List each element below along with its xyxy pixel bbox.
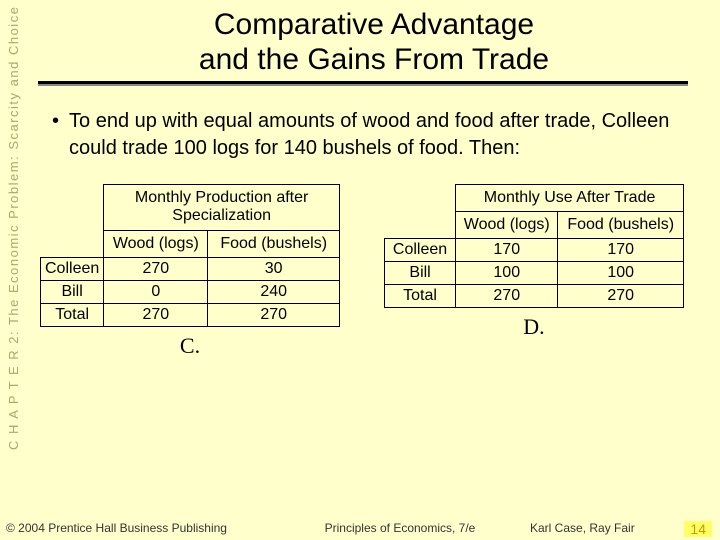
footer-mid: Principles of Economics, 7/e bbox=[280, 521, 520, 535]
table-left-r1-v1: 0 bbox=[104, 280, 208, 303]
title-underline bbox=[38, 81, 688, 84]
blank-cell bbox=[385, 212, 456, 239]
table-left: Monthly Production after Specialization … bbox=[40, 184, 340, 327]
table-left-col1: Wood (logs) bbox=[104, 230, 208, 257]
table-left-r0-v2: 30 bbox=[208, 257, 340, 280]
slide-number: 14 bbox=[684, 521, 712, 537]
table-right-caption: D. bbox=[384, 314, 684, 340]
slide-title: Comparative Advantage and the Gains From… bbox=[28, 0, 720, 77]
table-left-wrap: Monthly Production after Specialization … bbox=[40, 184, 340, 359]
table-row: Total 270 270 bbox=[385, 285, 684, 308]
table-row: Monthly Production after Specialization bbox=[41, 185, 340, 231]
tables-row: Monthly Production after Specialization … bbox=[28, 184, 720, 359]
table-right-r0-v1: 170 bbox=[456, 239, 558, 262]
table-right-wrap: Monthly Use After Trade Wood (logs) Food… bbox=[384, 184, 684, 359]
table-left-r0-v1: 270 bbox=[104, 257, 208, 280]
table-row: Monthly Use After Trade bbox=[385, 185, 684, 212]
table-left-r0-label: Colleen bbox=[41, 257, 104, 280]
chapter-sidebar-text: C H A P T E R 2: The Economic Problem: S… bbox=[6, 6, 21, 450]
slide-body: Comparative Advantage and the Gains From… bbox=[28, 0, 720, 540]
table-left-r2-label: Total bbox=[41, 303, 104, 326]
blank-cell bbox=[41, 230, 104, 257]
bullet-marker-icon: • bbox=[52, 110, 59, 162]
table-row: Wood (logs) Food (bushels) bbox=[385, 212, 684, 239]
table-row: Colleen 270 30 bbox=[41, 257, 340, 280]
table-left-superheader: Monthly Production after Specialization bbox=[104, 185, 340, 231]
table-right-r0-v2: 170 bbox=[558, 239, 684, 262]
table-left-r1-label: Bill bbox=[41, 280, 104, 303]
table-left-r2-v1: 270 bbox=[104, 303, 208, 326]
blank-cell bbox=[41, 185, 104, 231]
table-left-col2: Food (bushels) bbox=[208, 230, 340, 257]
table-right-r1-v1: 100 bbox=[456, 262, 558, 285]
title-line-2: and the Gains From Trade bbox=[199, 43, 549, 76]
table-right-r1-v2: 100 bbox=[558, 262, 684, 285]
blank-cell bbox=[385, 185, 456, 212]
footer: © 2004 Prentice Hall Business Publishing… bbox=[0, 516, 720, 540]
table-right-col1: Wood (logs) bbox=[456, 212, 558, 239]
table-row: Wood (logs) Food (bushels) bbox=[41, 230, 340, 257]
table-right-r1-label: Bill bbox=[385, 262, 456, 285]
table-left-caption: C. bbox=[40, 333, 340, 359]
table-right-r2-v2: 270 bbox=[558, 285, 684, 308]
table-row: Bill 0 240 bbox=[41, 280, 340, 303]
table-row: Total 270 270 bbox=[41, 303, 340, 326]
table-row: Colleen 170 170 bbox=[385, 239, 684, 262]
footer-left: © 2004 Prentice Hall Business Publishing bbox=[0, 521, 280, 535]
table-right-r0-label: Colleen bbox=[385, 239, 456, 262]
table-row: Bill 100 100 bbox=[385, 262, 684, 285]
table-right-r2-label: Total bbox=[385, 285, 456, 308]
table-right-r2-v1: 270 bbox=[456, 285, 558, 308]
title-line-1: Comparative Advantage bbox=[214, 8, 534, 41]
table-right-superheader: Monthly Use After Trade bbox=[456, 185, 684, 212]
bullet-text: To end up with equal amounts of wood and… bbox=[69, 108, 672, 162]
bullet-block: • To end up with equal amounts of wood a… bbox=[52, 108, 672, 162]
table-left-r2-v2: 270 bbox=[208, 303, 340, 326]
table-right: Monthly Use After Trade Wood (logs) Food… bbox=[384, 184, 684, 308]
table-right-col2: Food (bushels) bbox=[558, 212, 684, 239]
table-left-r1-v2: 240 bbox=[208, 280, 340, 303]
